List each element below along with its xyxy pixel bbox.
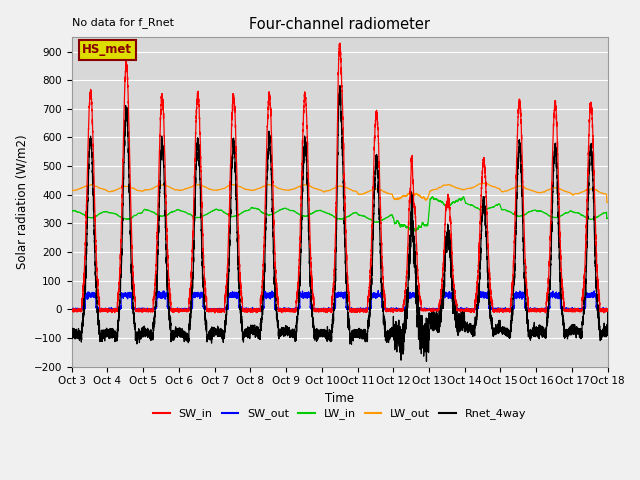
Legend: SW_in, SW_out, LW_in, LW_out, Rnet_4way: SW_in, SW_out, LW_in, LW_out, Rnet_4way: [148, 404, 531, 424]
Y-axis label: Solar radiation (W/m2): Solar radiation (W/m2): [15, 135, 28, 269]
Title: Four-channel radiometer: Four-channel radiometer: [249, 17, 430, 32]
X-axis label: Time: Time: [325, 392, 354, 405]
Text: HS_met: HS_met: [83, 44, 132, 57]
Text: No data for f_Rnet: No data for f_Rnet: [72, 17, 173, 28]
